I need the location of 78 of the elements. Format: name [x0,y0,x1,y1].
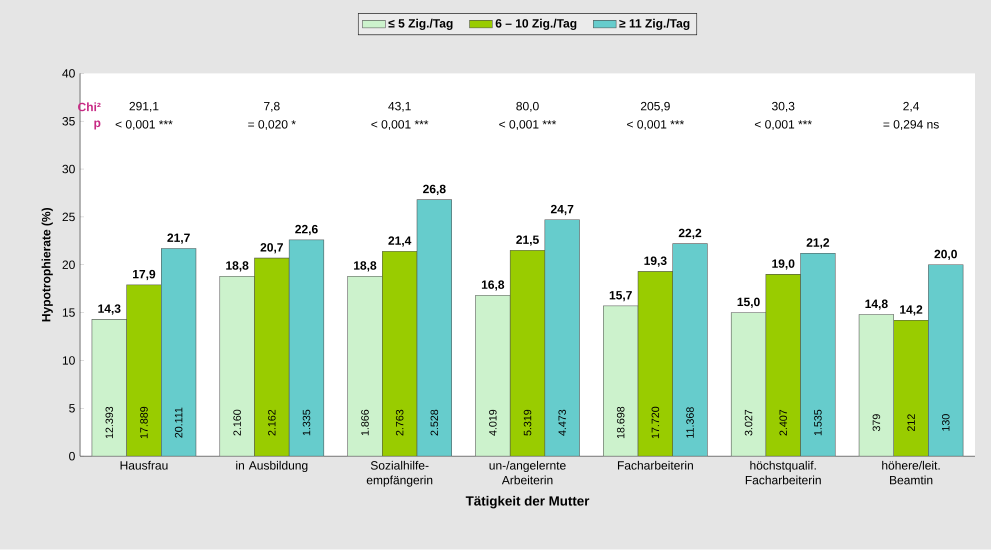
data-label: 20,7 [260,243,283,254]
annotation: 130 [942,414,950,431]
annotation: 1.535 [814,410,822,436]
legend-label: ≥ 11 Zig./Tag [619,19,690,30]
annotation: 20.111 [174,408,182,438]
data-label: 22,6 [295,225,318,236]
data-label: 18,8 [354,262,376,272]
y-tick-label: 25 [62,212,75,222]
data-label: 16,8 [482,280,504,291]
data-label: 18,8 [226,262,248,272]
y-tick-label: 10 [62,356,75,365]
annotation: 212 [907,414,915,432]
annotation: 80,0 [516,102,539,112]
x-tick-label: höchstqualif. Facharbeiterin [746,461,821,485]
data-label: 21,2 [806,238,830,249]
y-tick-label: 5 [69,404,75,413]
annotation: 1.866 [361,410,369,436]
data-label: 22,2 [678,228,702,240]
data-label: 21,4 [388,236,412,247]
annotation: = 0,294 ns [883,120,939,130]
data-label: 17,9 [133,270,156,280]
y-tick-label: 0 [69,452,75,461]
annotation: = 0,020 * [248,120,296,130]
annotation: 4.473 [558,410,566,436]
annotation: < 0,001 *** [754,120,812,130]
annotation: < 0,001 *** [499,120,556,130]
annotation: 2.763 [396,410,404,436]
y-axis-title: Hypotrophierate (%) [42,208,53,322]
data-label: 15,7 [610,291,632,302]
x-tick-label: Facharbeiterin [618,461,693,470]
y-tick-label: 35 [62,117,75,126]
data-label: 14,8 [865,300,888,310]
data-label: 21,5 [516,236,539,246]
annotation: 2.407 [779,410,787,436]
y-tick-label: 40 [62,69,75,78]
y-tick-label: 20 [62,260,75,270]
y-tick-label: 15 [62,308,75,318]
legend-label: ≤ 5 Zig./Tag [388,19,452,30]
data-label: 15,0 [738,298,760,308]
annotation: 5.319 [524,410,532,436]
data-label: 26,8 [423,184,446,196]
annotation: 43,1 [388,102,411,112]
x-tick-label: un-/angelernte Arbeiterin [490,461,566,485]
annotation: 18.698 [616,407,624,438]
x-axis-title: Tätigkeit der Mutter [466,496,590,509]
data-label: 14,3 [98,304,121,315]
data-label: 20,0 [934,250,957,260]
x-tick-label: höhere/leit. Beamtin [882,461,940,485]
annotation: < 0,001 *** [371,120,428,130]
x-tick-label: in Ausbildung [236,461,308,472]
annotation: 2,4 [903,102,920,112]
annotation: 12.393 [106,407,114,438]
data-label: 21,7 [167,234,190,244]
annotation: 4.019 [489,410,497,436]
annotation: 17.720 [652,406,660,438]
annotation: 1.335 [302,410,310,436]
annotation: 7,8 [264,102,280,112]
annotation: 2.528 [430,410,438,436]
annotation: 2.162 [268,410,276,436]
data-label: 14,2 [900,306,922,316]
annotation: < 0,001 *** [116,120,173,130]
x-tick-label: Sozialhilfe- empfängerin [366,461,432,487]
annotation: p [94,120,100,130]
annotation: 291,1 [130,102,158,112]
y-tick-label: 30 [62,165,75,174]
data-label: 24,7 [550,205,574,216]
annotation: 17.889 [140,407,148,438]
annotation: 2.160 [233,410,241,436]
data-label: 19,3 [644,256,667,267]
x-tick-label: Hausfrau [120,461,168,470]
data-label: 19,0 [772,260,794,270]
annotation: 11.368 [686,407,694,438]
annotation: 30,3 [772,102,794,112]
annotation: 379 [872,414,880,432]
annotation: 205,9 [640,102,670,112]
annotation: < 0,001 *** [627,120,684,130]
annotation: 3.027 [744,410,752,436]
legend-label: 6 – 10 Zig./Tag [496,19,576,30]
